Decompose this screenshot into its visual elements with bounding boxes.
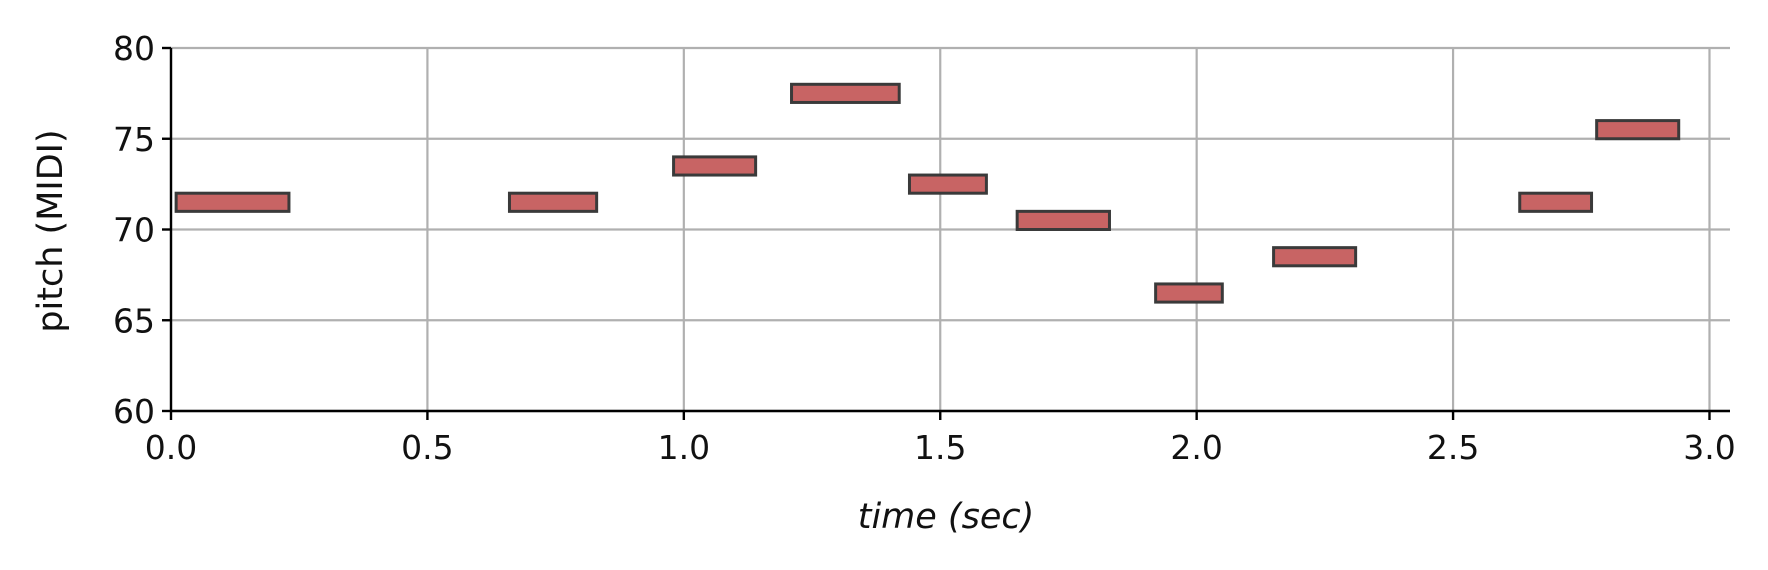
ticks-layer: 0.0 0.5 1.0 1.5 2.0 2.5 3.0 60 65 70 75 80 — [113, 29, 1736, 467]
x-tick-label: 1.0 — [658, 428, 710, 467]
note-rect — [174, 191, 291, 213]
y-axis-title: pitch (MIDI) — [31, 129, 71, 332]
y-tick-label: 70 — [113, 211, 155, 250]
x-tick-label: 3.0 — [1683, 428, 1735, 467]
note-rect — [790, 82, 901, 104]
note-rect — [1518, 191, 1594, 213]
x-tick-label: 2.5 — [1427, 428, 1479, 467]
x-tick-label: 2.0 — [1170, 428, 1222, 467]
x-tick-label: 0.0 — [145, 428, 197, 467]
y-tick-label: 65 — [113, 301, 155, 340]
grid-layer — [169, 46, 1730, 413]
note-rect — [1272, 246, 1358, 268]
x-tick-label: 1.5 — [914, 428, 966, 467]
note-rect — [672, 155, 758, 177]
y-tick-label: 75 — [113, 120, 155, 159]
notes-layer — [174, 82, 1681, 304]
note-rect — [1595, 119, 1681, 141]
x-axis-title: time (sec) — [858, 497, 1035, 537]
note-rect — [1154, 282, 1224, 304]
x-tick-label: 0.5 — [401, 428, 453, 467]
note-rect — [907, 173, 988, 195]
note-rect — [507, 191, 599, 213]
y-tick-label: 80 — [113, 29, 155, 68]
note-rect — [1015, 209, 1111, 232]
y-tick-label: 60 — [113, 392, 155, 431]
